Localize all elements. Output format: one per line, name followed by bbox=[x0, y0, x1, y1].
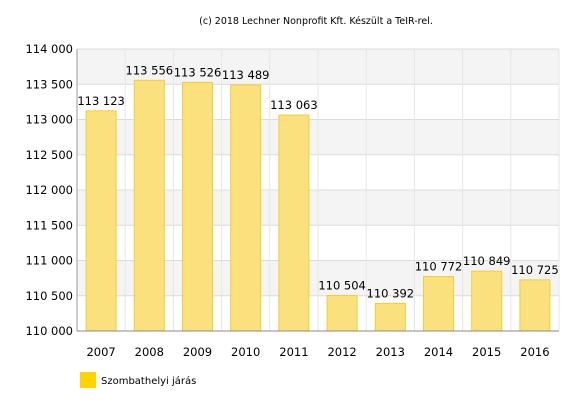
bar-2014 bbox=[423, 276, 454, 332]
x-tick-label: 2010 bbox=[231, 345, 260, 359]
x-tick-label: 2013 bbox=[376, 345, 405, 359]
data-label-2012: 110 504 bbox=[318, 278, 366, 292]
bar-2011 bbox=[278, 114, 310, 332]
y-tick-label: 113 500 bbox=[25, 77, 73, 91]
bar-2016 bbox=[519, 279, 551, 332]
data-label-2013: 110 392 bbox=[367, 286, 415, 300]
data-label-2008: 113 556 bbox=[126, 63, 174, 77]
y-tick-label: 111 000 bbox=[25, 254, 73, 268]
x-tick-label: 2008 bbox=[135, 345, 164, 359]
legend-label: Szombathelyi járás bbox=[101, 375, 196, 387]
y-tick-label: 114 000 bbox=[25, 42, 73, 56]
bar-2009 bbox=[182, 81, 213, 332]
y-tick-label: 112 500 bbox=[25, 148, 73, 162]
bar-2015 bbox=[471, 270, 503, 332]
y-tick-label: 111 500 bbox=[25, 218, 73, 232]
data-label-2010: 113 489 bbox=[222, 68, 270, 82]
y-tick-label: 113 000 bbox=[25, 113, 73, 127]
data-label-2014: 110 772 bbox=[415, 260, 463, 274]
x-tick-label: 2009 bbox=[183, 345, 212, 359]
legend-swatch bbox=[80, 372, 96, 388]
bar-2007 bbox=[85, 110, 117, 332]
bar-2008 bbox=[133, 79, 165, 332]
data-label-2015: 110 849 bbox=[463, 254, 511, 268]
x-tick-label: 2014 bbox=[424, 345, 453, 359]
y-tick-label: 112 000 bbox=[25, 183, 73, 197]
x-tick-label: 2011 bbox=[279, 345, 308, 359]
legend: Szombathelyi járás bbox=[80, 372, 196, 388]
bar-2013 bbox=[374, 302, 406, 332]
bar-2010 bbox=[230, 84, 262, 332]
chart-credit: (c) 2018 Lechner Nonprofit Kft. Készült … bbox=[199, 16, 433, 27]
data-label-2009: 113 526 bbox=[174, 65, 222, 79]
data-label-2011: 113 063 bbox=[270, 98, 318, 112]
y-tick-label: 110 000 bbox=[25, 324, 73, 338]
x-tick-label: 2012 bbox=[327, 345, 356, 359]
data-label-2007: 113 123 bbox=[77, 94, 125, 108]
x-tick-label: 2016 bbox=[520, 345, 549, 359]
data-label-2016: 110 725 bbox=[511, 263, 559, 277]
y-tick-label: 110 500 bbox=[25, 289, 73, 303]
x-tick-label: 2015 bbox=[472, 345, 501, 359]
x-tick-label: 2007 bbox=[86, 345, 115, 359]
bar-2012 bbox=[326, 294, 358, 332]
